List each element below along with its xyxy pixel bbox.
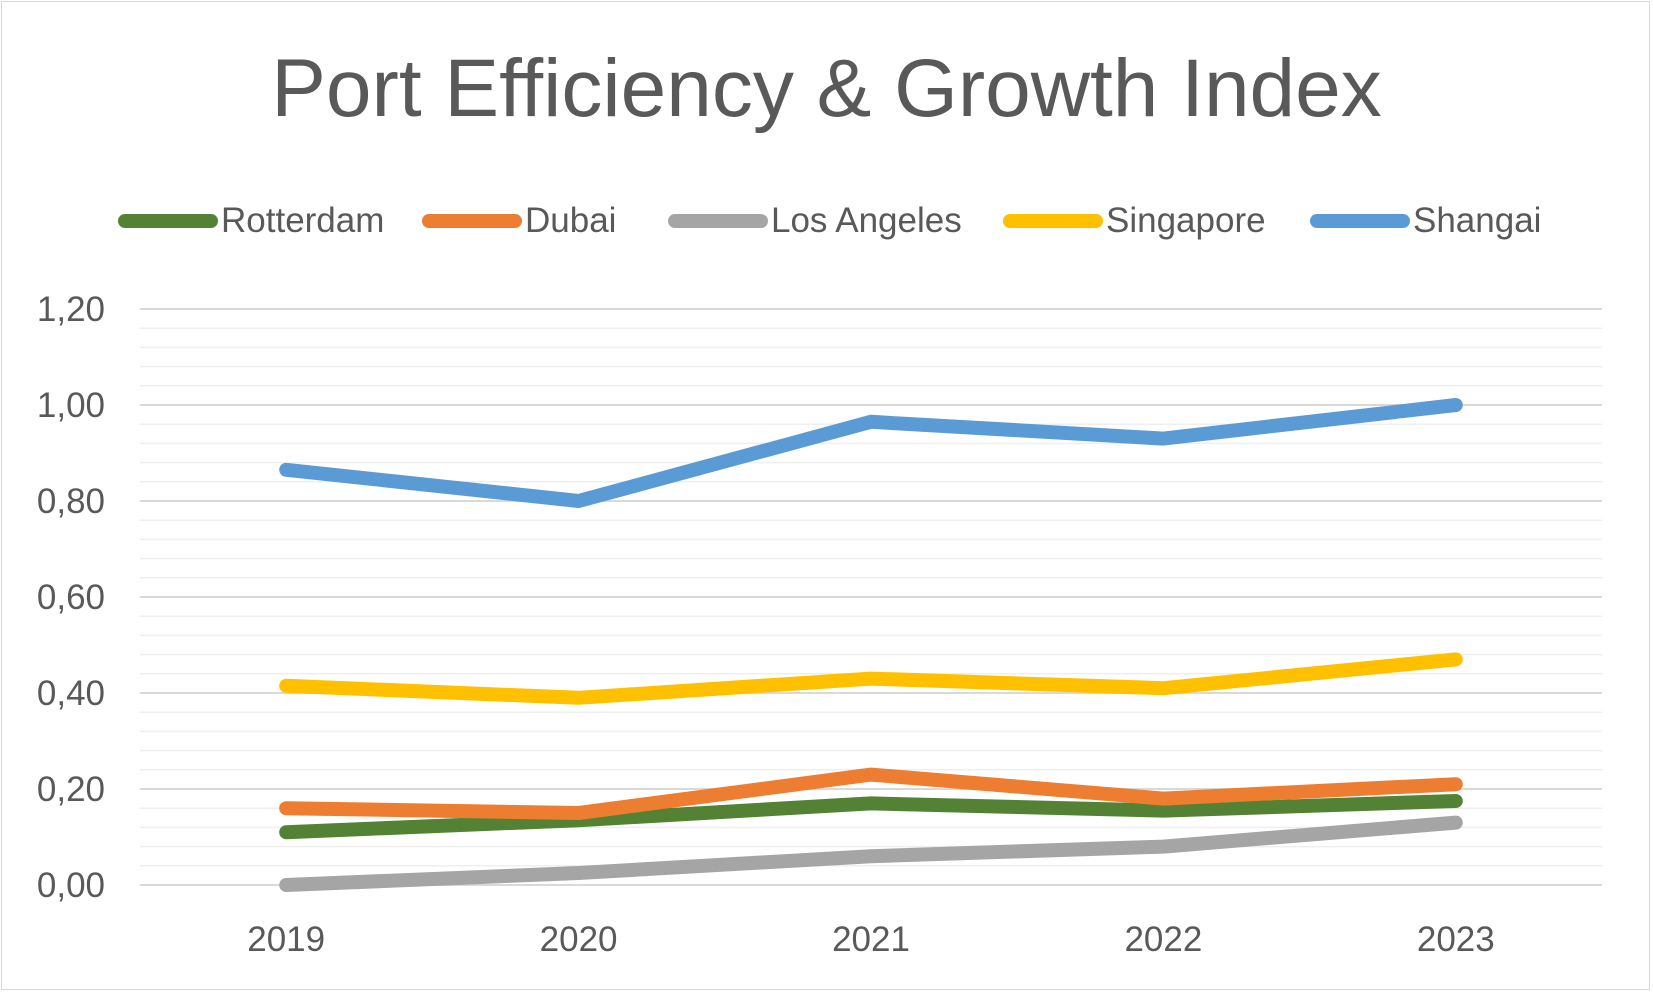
series-line-rotterdam [279, 794, 1463, 840]
y-tick-label: 0,20 [37, 770, 105, 809]
legend-swatch [1003, 214, 1103, 228]
y-tick-label: 0,00 [37, 866, 105, 905]
legend-item: Rotterdam [118, 196, 384, 246]
legend-item: Los Angeles [668, 196, 962, 246]
legend-swatch [668, 214, 768, 228]
legend-item: Dubai [422, 196, 616, 246]
series-line-singapore [279, 652, 1463, 705]
y-tick-label: 0,60 [37, 578, 105, 617]
x-tick-label: 2019 [247, 920, 325, 959]
x-tick-label: 2020 [540, 920, 618, 959]
legend-label: Los Angeles [771, 201, 962, 240]
series-line-dubai [279, 767, 1463, 820]
x-tick-label: 2022 [1124, 920, 1202, 959]
legend-label: Singapore [1106, 201, 1266, 240]
legend-label: Rotterdam [221, 201, 385, 240]
y-tick-label: 1,20 [37, 290, 105, 329]
chart-title: Port Efficiency & Growth Index [271, 43, 1382, 134]
y-axis-labels: 0,00 0,20 0,40 0,60 0,80 1,00 1,20 [37, 290, 105, 905]
x-axis-labels: 2019 2020 2021 2022 2023 [247, 920, 1494, 959]
series-lines [279, 398, 1463, 892]
y-tick-label: 1,00 [37, 386, 105, 425]
x-tick-label: 2023 [1417, 920, 1495, 959]
legend-swatch [1310, 214, 1410, 228]
series-line-shangai [279, 398, 1463, 508]
series-line-los-angeles [279, 815, 1463, 892]
y-tick-label: 0,80 [37, 482, 105, 521]
legend-swatch [422, 214, 522, 228]
legend: Rotterdam Dubai Los Angeles Singapore Shanga… [0, 196, 1653, 246]
legend-label: Dubai [525, 201, 617, 240]
y-tick-label: 0,40 [37, 674, 105, 713]
legend-item: Shangai [1310, 196, 1541, 246]
legend-swatch [118, 214, 218, 228]
legend-label: Shangai [1413, 201, 1542, 240]
x-tick-label: 2021 [832, 920, 910, 959]
legend-item: Singapore [1003, 196, 1266, 246]
